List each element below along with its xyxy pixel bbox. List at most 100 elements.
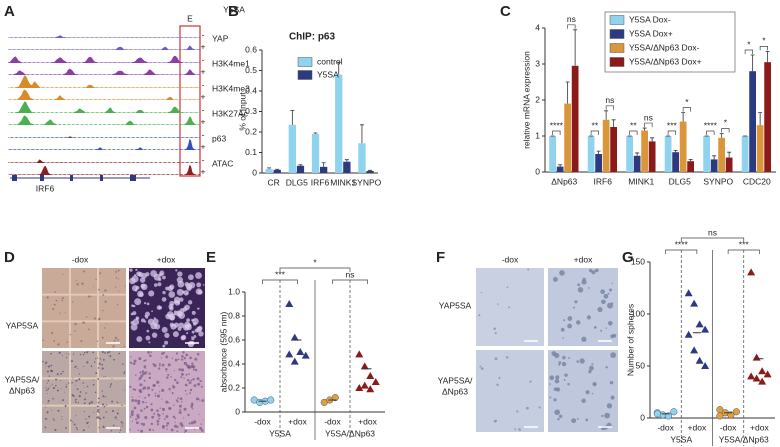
micrograph-texture xyxy=(96,410,99,413)
track-sign: - xyxy=(202,129,205,139)
legend-label: Y5SA Dox+ xyxy=(629,28,673,38)
micrograph-texture xyxy=(493,327,496,330)
micrograph-texture xyxy=(577,287,584,293)
micrograph-texture xyxy=(585,418,589,422)
data-point xyxy=(355,384,364,391)
y-tick-label: 0.6 xyxy=(245,44,257,54)
micrograph-texture xyxy=(188,300,193,305)
micrograph-texture xyxy=(131,396,133,398)
micrograph-texture xyxy=(582,277,586,281)
micrograph-texture xyxy=(169,391,171,393)
significance-label: * xyxy=(724,118,728,128)
micrograph-texture xyxy=(563,319,566,322)
track-label: p63 xyxy=(212,133,226,143)
micrograph-texture xyxy=(585,390,590,395)
micrograph-texture xyxy=(78,378,81,381)
micrograph-texture xyxy=(137,399,141,403)
significance-label: * xyxy=(313,257,317,267)
micrograph-texture xyxy=(75,401,77,404)
micrograph-texture xyxy=(157,413,159,416)
micrograph-texture xyxy=(181,358,184,361)
micrograph-texture xyxy=(514,428,517,431)
micrograph-texture xyxy=(179,404,182,408)
micrograph-texture xyxy=(549,375,555,381)
micrograph-texture xyxy=(167,373,170,377)
micrograph-texture xyxy=(129,361,133,365)
micrograph-texture xyxy=(150,351,153,354)
micrograph-texture xyxy=(93,411,95,413)
track-signal xyxy=(8,55,200,63)
micrograph-texture xyxy=(47,365,51,368)
error-bar xyxy=(344,159,349,162)
micrograph-texture xyxy=(134,298,142,306)
micrograph-texture xyxy=(162,407,164,410)
micrograph-texture xyxy=(593,325,597,329)
micrograph-texture xyxy=(190,379,193,382)
micrograph-texture xyxy=(194,357,198,361)
micrograph-texture xyxy=(75,384,76,386)
micrograph-texture xyxy=(191,310,196,315)
significance-label: ns xyxy=(708,227,717,237)
micrograph-texture xyxy=(162,412,165,415)
micrograph-texture xyxy=(195,272,202,279)
micrograph-texture xyxy=(610,352,617,358)
micrograph-texture xyxy=(588,370,592,374)
micrograph-texture xyxy=(574,300,578,304)
row-label: YAP5SA xyxy=(6,320,39,330)
micrograph-texture xyxy=(87,295,90,298)
track-signal xyxy=(8,138,200,150)
micrograph-texture xyxy=(174,421,176,423)
micrograph-texture xyxy=(42,339,44,342)
micrograph-texture xyxy=(151,332,158,338)
significance-label: ** xyxy=(592,120,599,130)
micrograph-texture xyxy=(184,383,188,387)
data-point xyxy=(758,367,767,375)
exon xyxy=(12,175,17,181)
micrograph-texture xyxy=(116,419,118,421)
significance-bracket xyxy=(629,130,638,135)
micrograph-texture xyxy=(83,402,86,405)
micrograph-texture xyxy=(46,370,49,373)
micrograph-texture xyxy=(562,355,566,360)
error-bar xyxy=(650,137,655,142)
y-tick-label: 0.4 xyxy=(245,85,257,95)
track-signal xyxy=(8,136,200,138)
micrograph-texture xyxy=(181,334,187,340)
micrograph-texture xyxy=(101,367,104,370)
micrograph-texture xyxy=(606,403,613,409)
micrograph-texture xyxy=(156,305,162,310)
micrograph-texture xyxy=(168,406,172,410)
data-point xyxy=(653,410,661,418)
micrograph-texture xyxy=(97,288,100,291)
micrograph-texture xyxy=(109,355,112,358)
micrograph-texture xyxy=(86,351,89,354)
track-signal xyxy=(8,75,200,88)
track-sign: + xyxy=(201,41,206,51)
micrograph-texture xyxy=(168,291,176,298)
micrograph-texture xyxy=(82,270,85,273)
micrograph-texture xyxy=(581,336,587,342)
significance-bracket xyxy=(759,46,768,51)
exon xyxy=(70,175,73,181)
legend-swatch xyxy=(297,57,313,67)
micrograph-texture xyxy=(45,407,47,408)
micrograph-texture xyxy=(176,381,179,385)
micrograph-texture xyxy=(180,376,183,379)
significance-bracket xyxy=(279,267,351,272)
row-label: YAP5SA/ xyxy=(438,375,473,385)
significance-bracket xyxy=(605,105,614,110)
micrograph-texture xyxy=(129,416,132,418)
data-point xyxy=(690,299,699,307)
micrograph-texture xyxy=(117,409,119,411)
micrograph-texture xyxy=(121,404,123,407)
bar xyxy=(718,137,726,172)
micrograph-texture xyxy=(101,403,105,406)
micrograph-texture xyxy=(75,426,78,429)
micrograph xyxy=(476,350,544,432)
micrograph-texture xyxy=(567,382,570,386)
micrograph-texture xyxy=(55,384,57,387)
micrograph-texture xyxy=(57,343,60,346)
chart-title: ChIP: p63 xyxy=(289,32,336,43)
micrograph-texture xyxy=(555,375,560,380)
micrograph-texture xyxy=(172,331,179,338)
